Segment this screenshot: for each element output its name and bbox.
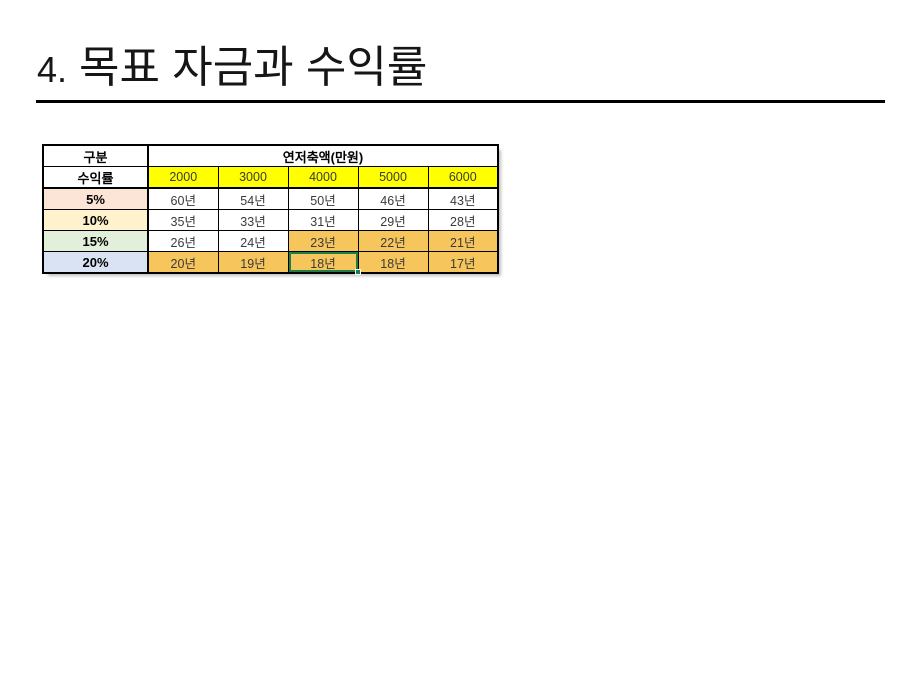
selected-cell[interactable]: 18년 [287, 251, 361, 275]
table-cell[interactable]: 18년 [357, 251, 429, 274]
table-cell[interactable]: 33년 [217, 209, 289, 231]
table-cell[interactable]: 26년 [147, 230, 219, 252]
table-cell[interactable]: 35년 [147, 209, 219, 231]
table-header-row: 구분 연저축액(만원) [42, 144, 499, 167]
table-row-20pct: 20% 20년 19년 18년 18년 17년 [42, 251, 499, 275]
amount-column-header[interactable]: 3000 [217, 166, 289, 189]
page-title: 4. 목표 자금과 수익률 [37, 40, 427, 95]
amount-column-header[interactable]: 2000 [147, 166, 219, 189]
table-row-5pct: 5% 60년 54년 50년 46년 43년 [42, 187, 499, 210]
rate-label[interactable]: 10% [42, 209, 149, 231]
table-cell[interactable]: 28년 [427, 209, 499, 231]
table-cell[interactable]: 43년 [427, 187, 499, 210]
amount-column-header[interactable]: 6000 [427, 166, 499, 189]
table-cell[interactable]: 21년 [427, 230, 499, 252]
rate-header-cell[interactable]: 수익률 [42, 166, 149, 189]
table-cell[interactable]: 54년 [217, 187, 289, 210]
table-row-10pct: 10% 35년 33년 31년 29년 28년 [42, 209, 499, 231]
amount-column-header[interactable]: 5000 [357, 166, 429, 189]
amount-column-header[interactable]: 4000 [287, 166, 359, 189]
title-number: 4. [37, 49, 68, 90]
table-cell[interactable]: 24년 [217, 230, 289, 252]
table: 구분 연저축액(만원) 수익률 2000 3000 4000 5000 6000… [42, 144, 499, 275]
rate-label[interactable]: 20% [42, 251, 149, 274]
table-cell[interactable]: 22년 [357, 230, 429, 252]
table-cell[interactable]: 20년 [147, 251, 219, 274]
table-cell[interactable]: 50년 [287, 187, 359, 210]
rate-label[interactable]: 15% [42, 230, 149, 252]
amount-header-row: 수익률 2000 3000 4000 5000 6000 [42, 166, 499, 189]
title-text: 목표 자금과 수익률 [79, 43, 428, 92]
corner-header-cell[interactable]: 구분 [42, 144, 149, 167]
span-header-cell[interactable]: 연저축액(만원) [147, 144, 499, 167]
table-cell[interactable]: 19년 [217, 251, 289, 274]
table-cell[interactable]: 17년 [427, 251, 499, 274]
table-cell[interactable]: 60년 [147, 187, 219, 210]
table-row-15pct: 15% 26년 24년 23년 22년 21년 [42, 230, 499, 252]
rate-label[interactable]: 5% [42, 187, 149, 210]
title-underline [36, 100, 885, 103]
table-cell[interactable]: 46년 [357, 187, 429, 210]
table-cell[interactable]: 23년 [287, 230, 359, 252]
savings-years-table: 구분 연저축액(만원) 수익률 2000 3000 4000 5000 6000… [42, 144, 499, 275]
table-cell[interactable]: 31년 [287, 209, 359, 231]
table-cell[interactable]: 29년 [357, 209, 429, 231]
